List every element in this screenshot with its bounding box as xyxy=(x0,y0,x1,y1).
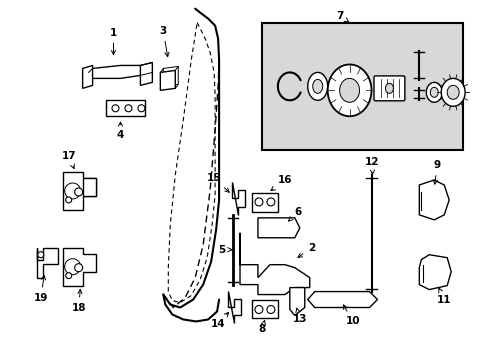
Polygon shape xyxy=(140,62,152,85)
Text: 17: 17 xyxy=(61,151,76,168)
Circle shape xyxy=(112,105,119,112)
Polygon shape xyxy=(82,66,92,88)
Text: 6: 6 xyxy=(288,207,301,221)
Text: 5: 5 xyxy=(218,245,231,255)
Circle shape xyxy=(75,264,82,272)
Circle shape xyxy=(254,306,263,314)
Polygon shape xyxy=(426,82,441,102)
Text: 1: 1 xyxy=(110,28,117,55)
Polygon shape xyxy=(289,288,304,315)
Polygon shape xyxy=(339,78,359,102)
Circle shape xyxy=(75,188,82,196)
Polygon shape xyxy=(307,292,377,307)
FancyBboxPatch shape xyxy=(373,76,404,101)
Polygon shape xyxy=(240,233,309,294)
Text: 18: 18 xyxy=(71,289,86,312)
Text: 13: 13 xyxy=(292,308,306,324)
Text: 8: 8 xyxy=(258,320,265,334)
Polygon shape xyxy=(88,66,144,78)
Polygon shape xyxy=(251,193,277,212)
Polygon shape xyxy=(429,87,437,97)
Polygon shape xyxy=(62,248,95,285)
Text: 12: 12 xyxy=(365,157,379,174)
Polygon shape xyxy=(37,248,58,278)
Polygon shape xyxy=(160,71,175,90)
Text: 7: 7 xyxy=(335,11,348,22)
Text: 16: 16 xyxy=(270,175,291,190)
Circle shape xyxy=(38,252,44,258)
Polygon shape xyxy=(62,172,95,210)
Text: 2: 2 xyxy=(297,243,315,257)
Text: 14: 14 xyxy=(210,312,228,329)
Circle shape xyxy=(138,105,144,112)
Polygon shape xyxy=(447,85,458,99)
Polygon shape xyxy=(327,64,371,116)
Circle shape xyxy=(65,197,72,203)
Circle shape xyxy=(254,198,263,206)
Polygon shape xyxy=(105,100,145,116)
Text: 19: 19 xyxy=(34,275,48,302)
Text: 15: 15 xyxy=(206,173,229,192)
Polygon shape xyxy=(307,72,327,100)
Polygon shape xyxy=(82,178,95,196)
Text: 4: 4 xyxy=(117,122,124,140)
Circle shape xyxy=(65,273,72,279)
Polygon shape xyxy=(385,84,393,93)
Polygon shape xyxy=(163,67,178,86)
Polygon shape xyxy=(440,78,464,106)
Polygon shape xyxy=(419,255,450,289)
Text: 10: 10 xyxy=(343,305,359,327)
Bar xyxy=(262,23,462,150)
Text: 11: 11 xyxy=(436,288,450,305)
Polygon shape xyxy=(232,182,244,215)
Polygon shape xyxy=(312,80,322,93)
Text: 3: 3 xyxy=(160,26,169,57)
Circle shape xyxy=(266,198,274,206)
Circle shape xyxy=(125,105,132,112)
Polygon shape xyxy=(251,300,277,319)
Polygon shape xyxy=(227,291,241,323)
Polygon shape xyxy=(419,180,448,220)
Circle shape xyxy=(266,306,274,314)
Polygon shape xyxy=(258,218,299,238)
Text: 9: 9 xyxy=(432,160,440,184)
